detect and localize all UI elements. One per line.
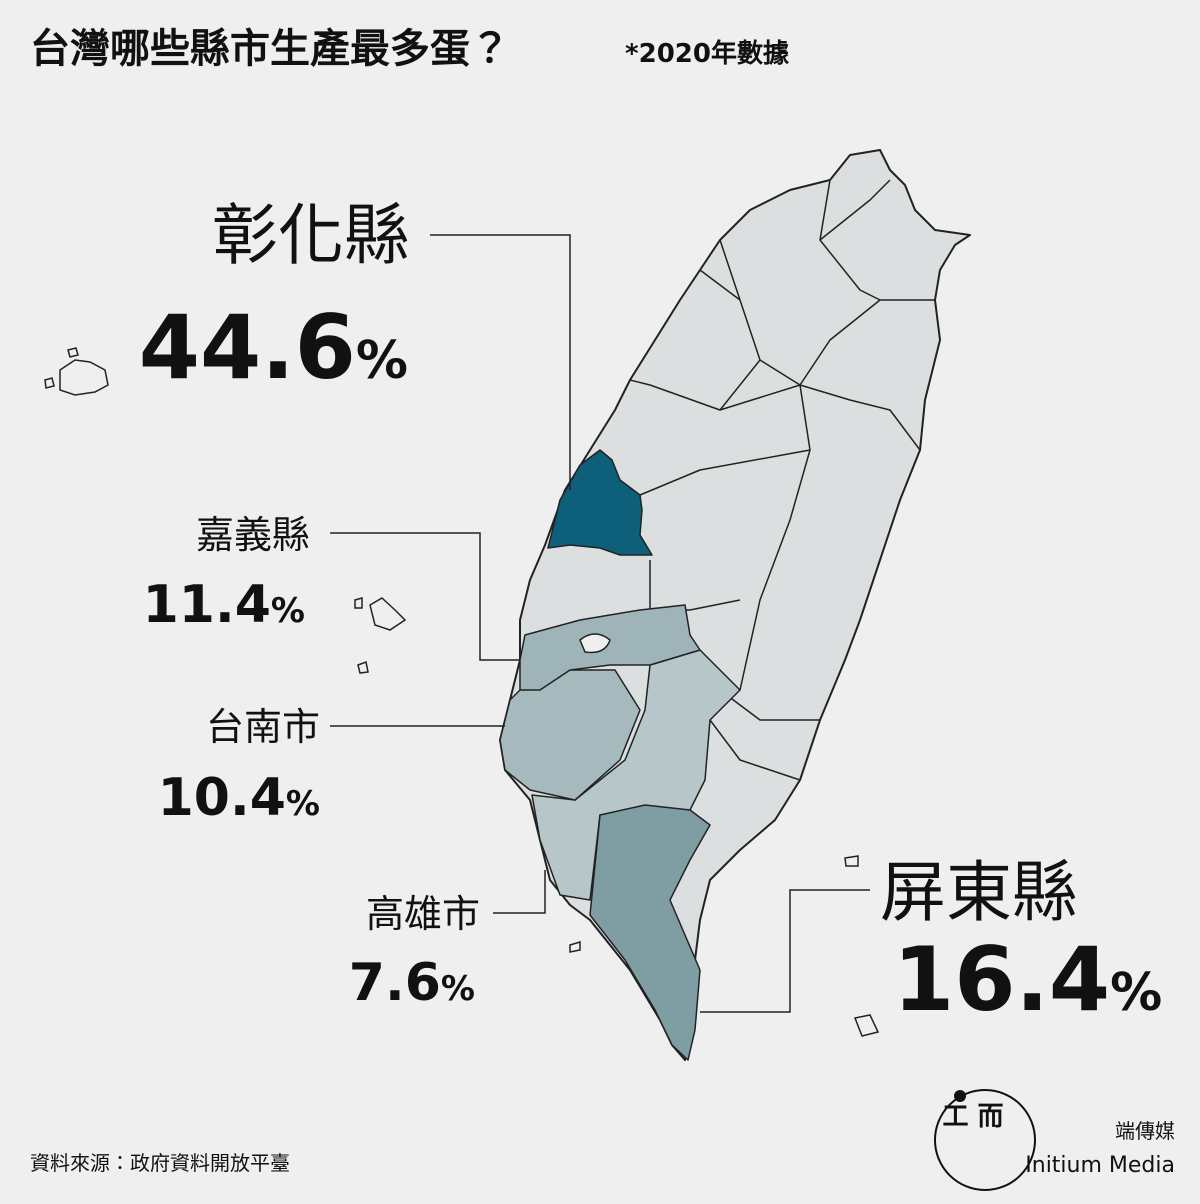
- unit: %: [1110, 963, 1162, 1023]
- map: [44, 149, 971, 1061]
- note: *2020年數據: [625, 38, 790, 69]
- unit: %: [286, 784, 320, 824]
- region-value: 10.4%: [158, 768, 320, 828]
- leaders: [330, 234, 870, 1013]
- unit: %: [271, 591, 305, 631]
- labels: 彰化縣 44.6% 嘉義縣 11.4% 台南市 10.4% 高雄市 7.6% 屏…: [139, 197, 1162, 1031]
- brand-zh: 端傳媒: [1115, 1119, 1175, 1143]
- region-name: 屏東縣: [880, 854, 1078, 931]
- region: [589, 804, 711, 1061]
- region-name: 嘉義縣: [196, 513, 310, 557]
- county-borders: [629, 179, 935, 781]
- region-name: 高雄市: [366, 892, 480, 936]
- logo: 工 而: [934, 1089, 1036, 1191]
- svg-text:工 而: 工 而: [942, 1102, 1003, 1132]
- source: 資料來源：政府資料開放平臺: [30, 1151, 290, 1175]
- value: 11.4: [143, 575, 271, 635]
- value: 44.6: [139, 296, 356, 399]
- value: 16.4: [893, 928, 1110, 1031]
- value: 7.6: [349, 953, 441, 1013]
- unit: %: [356, 331, 408, 391]
- region-name: 彰化縣: [212, 197, 410, 274]
- region: [519, 604, 701, 691]
- title: 台灣哪些縣市生產最多蛋？: [30, 26, 510, 72]
- region-value: 44.6%: [139, 296, 408, 399]
- unit: %: [441, 969, 475, 1009]
- region-value: 16.4%: [893, 928, 1162, 1031]
- region: [547, 449, 653, 556]
- reservoir: [579, 633, 611, 654]
- region-name: 台南市: [206, 705, 320, 749]
- islands: [44, 347, 880, 1037]
- value: 10.4: [158, 768, 286, 828]
- region-value: 7.6%: [349, 953, 475, 1013]
- region-value: 11.4%: [143, 575, 305, 635]
- brand-en: Initium Media: [1025, 1153, 1175, 1178]
